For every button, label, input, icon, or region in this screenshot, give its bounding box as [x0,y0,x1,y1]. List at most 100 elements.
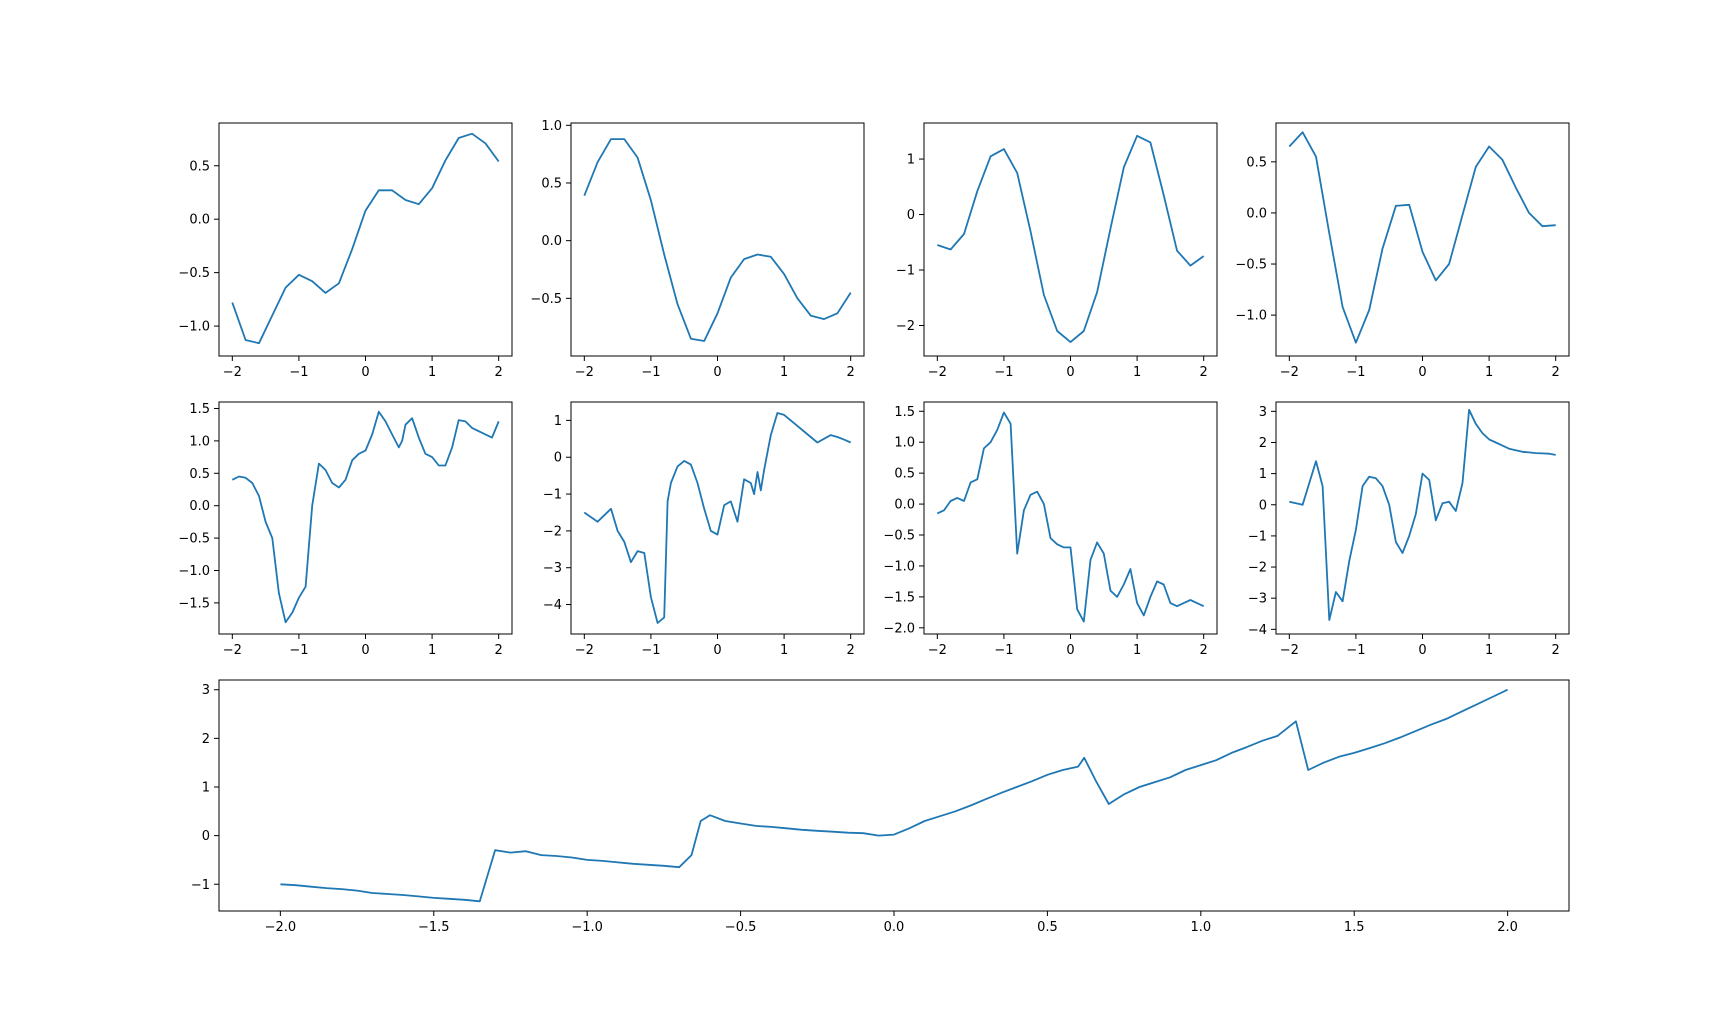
y-tick-label: −4 [1248,623,1267,638]
x-tick-label: 1 [780,365,788,380]
y-tick-label: 1.5 [189,402,210,417]
x-tick-label: 2.0 [1497,920,1518,935]
subplot-8: −2 −1 0 1 2 −4 −3 −2 −1 0 1 2 3 [1248,401,1570,658]
y-tick-label: 1.5 [894,405,915,420]
subplot-1: −2 −1 0 1 2 −1.0 −0.5 0.0 0.5 [178,122,513,380]
series-line [231,410,500,624]
series-line [583,138,852,342]
x-tick-label: 0 [713,643,721,658]
x-tick-label: 0 [1066,365,1074,380]
y-tick-label: 1 [202,780,210,795]
y-tick-label: 0 [202,829,210,844]
y-tick-label: −3 [1248,592,1267,607]
x-tick-label: −2 [928,643,947,658]
subplot-4: −2 −1 0 1 2 −1.0 −0.5 0.0 0.5 [1235,122,1570,380]
y-tick-label: −1 [1248,529,1267,544]
x-tick-label: 0 [713,365,721,380]
y-tick-label: −3 [543,561,562,576]
subplot-2: −2 −1 0 1 2 −0.5 0.0 0.5 1.0 [530,119,865,380]
y-tick-label: 1.0 [541,119,562,134]
y-tick-label: −1.0 [178,320,210,335]
series-line [1288,131,1556,344]
y-tick-label: 0.0 [541,234,562,249]
x-tick-label: −1.5 [418,920,450,935]
subplot-grid: −2 −1 0 1 2 −1.0 −0.5 0.0 0.5 −2 −1 0 1 2 −0.5 0.0 0.5 1.… [178,119,1570,935]
x-tick-label: 2 [1200,643,1208,658]
x-tick-label: 0 [1418,365,1426,380]
x-tick-label: −2 [575,365,594,380]
y-tick-label: 2 [202,732,210,747]
subplot-5: −2 −1 0 1 2 −1.5 −1.0 −0.5 0.0 0.5 1.0 1.5 [178,401,513,658]
x-tick-label: −2 [1280,643,1299,658]
x-tick-label: −2 [928,365,947,380]
x-tick-label: 0.0 [884,920,905,935]
x-tick-label: 2 [495,365,503,380]
x-tick-label: 1.5 [1344,920,1365,935]
x-tick-label: 2 [1200,365,1208,380]
y-tick-label: 1.0 [894,436,915,451]
y-tick-label: 0.0 [894,498,915,513]
y-tick-label: −0.5 [178,532,210,547]
y-tick-label: −2 [543,524,562,539]
y-tick-label: −4 [543,598,562,613]
x-tick-label: 1 [1133,643,1141,658]
x-tick-label: 1 [1485,643,1493,658]
x-tick-label: −1 [1346,643,1365,658]
x-tick-label: 1 [428,643,436,658]
y-tick-label: −2 [1248,561,1267,576]
x-tick-label: −0.5 [725,920,757,935]
x-tick-label: 0 [361,365,369,380]
x-tick-label: −1 [641,365,660,380]
series-line [231,132,500,345]
y-tick-label: −1 [896,264,915,279]
y-tick-label: 3 [202,683,210,698]
y-tick-label: 0.5 [1246,155,1267,170]
x-tick-label: 0 [1066,643,1074,658]
y-tick-label: 0.5 [189,159,210,174]
y-tick-label: 1 [1259,467,1267,482]
x-tick-label: −2 [223,643,242,658]
series-line [280,688,1508,903]
y-tick-label: −2.0 [883,621,915,636]
series-line [1289,408,1556,621]
x-tick-label: −2 [575,643,594,658]
subplot-6: −2 −1 0 1 2 −4 −3 −2 −1 0 1 [543,401,865,658]
y-tick-label: 0 [907,208,915,223]
y-tick-label: 1 [907,153,915,168]
y-tick-label: 0.5 [541,176,562,191]
x-tick-label: −1.0 [571,920,603,935]
series-line [936,411,1205,623]
x-tick-label: 2 [847,643,855,658]
y-tick-label: 0.5 [189,467,210,482]
x-tick-label: 1 [780,643,788,658]
x-tick-label: 0 [1418,643,1426,658]
x-tick-label: −1 [289,365,308,380]
x-tick-label: 1 [1485,365,1493,380]
series-line [937,134,1205,344]
x-tick-label: −1 [289,643,308,658]
subplot-3: −2 −1 0 1 2 −2 −1 0 1 [896,122,1218,380]
x-tick-label: 2 [847,365,855,380]
y-tick-label: −1 [543,488,562,503]
x-tick-label: −2.0 [265,920,297,935]
y-tick-label: 2 [1259,436,1267,451]
y-tick-label: −0.5 [883,529,915,544]
subplot-9: −2.0 −1.5 −1.0 −0.5 0.0 0.5 1.0 1.5 2.0 −1 0 1 2 3 [191,679,1570,935]
x-tick-label: 1 [1133,365,1141,380]
x-tick-label: 1 [428,365,436,380]
y-tick-label: −0.5 [530,292,562,307]
x-tick-label: 2 [495,643,503,658]
x-tick-label: 0 [361,643,369,658]
y-tick-label: 0.0 [189,213,210,228]
x-tick-label: 0.5 [1037,920,1058,935]
x-tick-label: 2 [1552,643,1560,658]
subplot-7: −2 −1 0 1 2 −2.0 −1.5 −1.0 −0.5 0.0 0.5 1.0 1.5 [883,401,1218,658]
y-tick-label: 0.0 [189,499,210,514]
x-tick-label: 1.0 [1190,920,1211,935]
y-tick-label: −1 [191,878,210,893]
y-tick-label: −1.5 [883,590,915,605]
x-tick-label: −1 [641,643,660,658]
y-tick-label: 0.0 [1246,206,1267,221]
y-tick-label: 1.0 [189,434,210,449]
